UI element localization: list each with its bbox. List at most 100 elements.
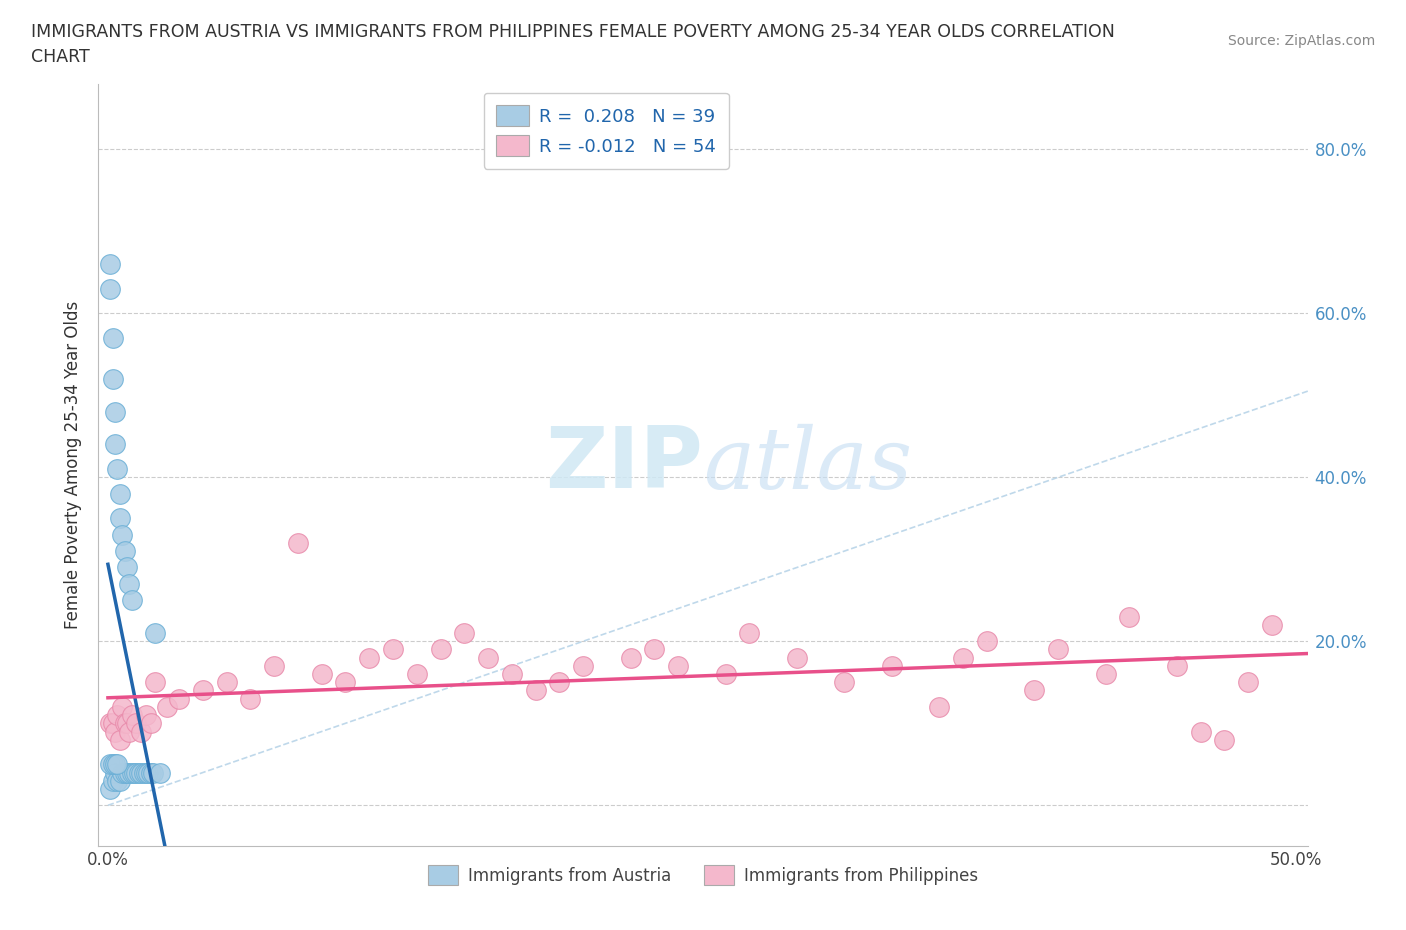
Point <box>191 683 214 698</box>
Point <box>142 765 165 780</box>
Point <box>145 626 167 641</box>
Point <box>136 765 159 780</box>
Point <box>118 765 141 780</box>
Point <box>311 667 333 682</box>
Point <box>1094 667 1116 682</box>
Point <box>952 650 974 665</box>
Point <box>104 765 127 780</box>
Point <box>1166 658 1188 673</box>
Point <box>101 330 124 345</box>
Point <box>1118 609 1140 624</box>
Point <box>156 699 179 714</box>
Point <box>114 544 136 559</box>
Point <box>98 716 121 731</box>
Point <box>666 658 689 673</box>
Point <box>167 691 190 706</box>
Point <box>111 765 134 780</box>
Point <box>107 773 129 788</box>
Text: CHART: CHART <box>31 48 90 66</box>
Point <box>429 642 451 657</box>
Text: atlas: atlas <box>703 424 912 506</box>
Point <box>98 781 121 796</box>
Point <box>524 683 547 698</box>
Point <box>101 773 124 788</box>
Point <box>114 765 136 780</box>
Point <box>135 765 157 780</box>
Text: IMMIGRANTS FROM AUSTRIA VS IMMIGRANTS FROM PHILIPPINES FEMALE POVERTY AMONG 25-3: IMMIGRANTS FROM AUSTRIA VS IMMIGRANTS FR… <box>31 23 1115 41</box>
Point <box>548 675 571 690</box>
Point <box>128 765 150 780</box>
Point <box>834 675 856 690</box>
Point <box>111 527 134 542</box>
Point <box>572 658 595 673</box>
Point <box>104 437 127 452</box>
Point <box>239 691 262 706</box>
Point <box>104 405 127 419</box>
Point <box>101 371 124 386</box>
Point <box>108 511 131 525</box>
Point <box>107 757 129 772</box>
Point <box>928 699 950 714</box>
Point <box>104 757 127 772</box>
Point <box>108 486 131 501</box>
Point <box>1261 618 1284 632</box>
Point <box>121 765 143 780</box>
Point <box>121 592 143 607</box>
Point <box>125 716 148 731</box>
Point <box>98 757 121 772</box>
Text: Source: ZipAtlas.com: Source: ZipAtlas.com <box>1227 34 1375 48</box>
Point <box>453 626 475 641</box>
Point <box>139 716 162 731</box>
Point <box>501 667 523 682</box>
Point <box>405 667 427 682</box>
Point <box>108 732 131 747</box>
Point <box>1189 724 1212 739</box>
Point <box>118 724 141 739</box>
Point <box>115 765 138 780</box>
Point <box>263 658 285 673</box>
Point <box>104 724 127 739</box>
Point <box>976 634 998 649</box>
Point <box>738 626 761 641</box>
Point <box>619 650 641 665</box>
Point <box>114 716 136 731</box>
Point <box>118 577 141 591</box>
Point <box>477 650 499 665</box>
Point <box>111 699 134 714</box>
Point <box>786 650 808 665</box>
Point <box>107 461 129 476</box>
Point <box>1213 732 1236 747</box>
Point <box>335 675 357 690</box>
Point <box>139 765 162 780</box>
Y-axis label: Female Poverty Among 25-34 Year Olds: Female Poverty Among 25-34 Year Olds <box>65 301 83 629</box>
Point <box>107 708 129 723</box>
Point <box>287 536 309 551</box>
Point <box>125 765 148 780</box>
Point <box>129 724 152 739</box>
Point <box>1024 683 1046 698</box>
Point <box>108 773 131 788</box>
Point <box>149 765 172 780</box>
Point <box>115 560 138 575</box>
Point <box>129 765 152 780</box>
Point <box>382 642 405 657</box>
Point <box>98 281 121 296</box>
Point <box>98 257 121 272</box>
Point <box>132 765 155 780</box>
Point <box>643 642 665 657</box>
Point <box>101 757 124 772</box>
Point <box>135 708 157 723</box>
Point <box>145 675 167 690</box>
Point <box>101 716 124 731</box>
Text: ZIP: ZIP <box>546 423 703 507</box>
Point <box>115 716 138 731</box>
Point <box>1047 642 1070 657</box>
Point <box>215 675 238 690</box>
Legend: Immigrants from Austria, Immigrants from Philippines: Immigrants from Austria, Immigrants from… <box>420 858 986 891</box>
Point <box>880 658 903 673</box>
Point <box>714 667 737 682</box>
Point <box>359 650 381 665</box>
Point <box>121 708 143 723</box>
Point <box>1237 675 1260 690</box>
Point <box>122 765 145 780</box>
